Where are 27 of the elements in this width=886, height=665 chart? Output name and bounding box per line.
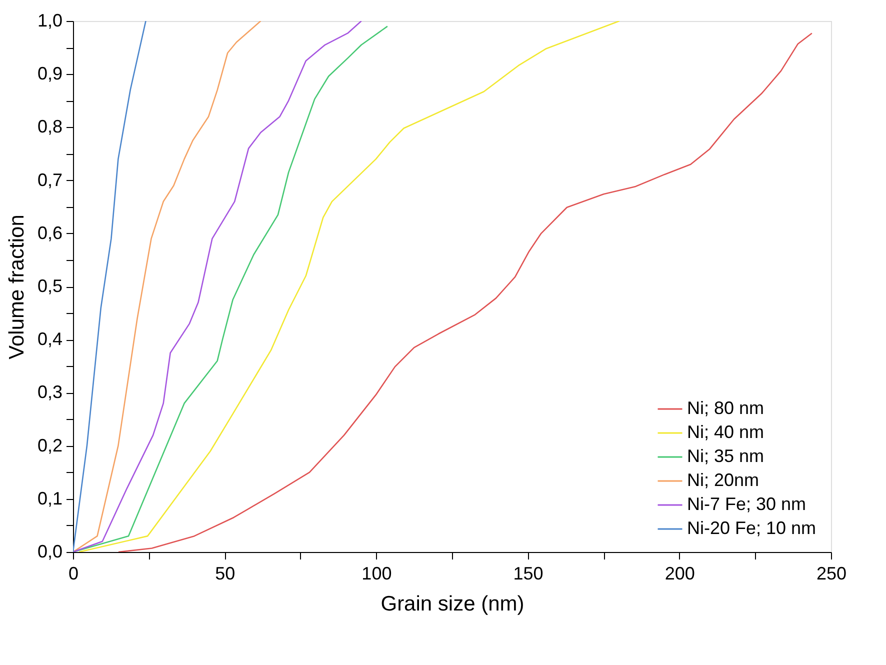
legend-label: Ni; 20nm — [687, 470, 760, 490]
legend-label: Ni-7 Fe; 30 nm — [687, 494, 806, 514]
x-axis-title: Grain size (nm) — [380, 592, 524, 616]
line-series — [118, 32, 813, 552]
x-tick-label: 200 — [664, 564, 695, 584]
x-tick-label: 100 — [362, 564, 392, 584]
x-tick-label: 150 — [513, 564, 544, 584]
y-tick-label: 0,7 — [37, 170, 62, 190]
y-tick-label: 0,3 — [37, 382, 62, 402]
y-tick-label: 0,0 — [37, 542, 62, 562]
line-series — [78, 21, 620, 552]
y-tick-label: 0,1 — [37, 488, 62, 508]
y-tick-label: 0,2 — [37, 435, 62, 456]
y-tick-label: 0,4 — [37, 329, 62, 350]
legend-label: Ni; 80 nm — [687, 398, 764, 418]
x-tick-label: 250 — [816, 564, 847, 584]
y-tick-label: 1,0 — [37, 10, 62, 30]
legend-label: Ni; 40 nm — [687, 422, 764, 442]
y-tick-label: 0,5 — [37, 276, 62, 296]
y-tick-label: 0,9 — [37, 64, 62, 84]
x-tick-label: 0 — [68, 564, 79, 584]
legend-label: Ni; 35 nm — [687, 446, 764, 466]
legend-label: Ni-20 Fe; 10 nm — [687, 518, 816, 538]
y-axis-title: Volume fraction — [5, 214, 28, 360]
x-tick-label: 50 — [215, 564, 236, 584]
y-tick-label: 0,6 — [37, 222, 62, 243]
y-tick-label: 0,8 — [37, 116, 62, 137]
